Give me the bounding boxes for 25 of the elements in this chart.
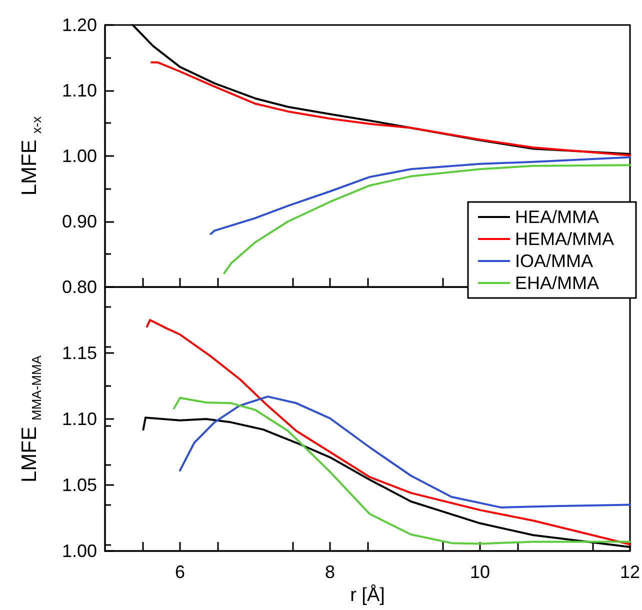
x-tick-label: 6 (174, 562, 186, 582)
y-tick-label: 1.10 (62, 80, 97, 100)
legend-label: HEMA/MMA (515, 229, 614, 249)
y-axis-title: LMFEMMA-MMA (18, 355, 44, 482)
line-series (179, 396, 631, 508)
line-series (173, 396, 631, 545)
line-series (146, 319, 631, 546)
y-tick-label: 1.10 (62, 409, 97, 429)
x-tick-label: 8 (324, 562, 336, 582)
legend-label: HEA/MMA (515, 207, 600, 227)
y-tick-label: 1.00 (62, 541, 97, 561)
legend-label: IOA/MMA (515, 251, 594, 271)
y-tick-label: 1.00 (62, 146, 97, 166)
y-tick-label: 1.15 (62, 343, 97, 363)
y-tick-label: 0.90 (62, 212, 97, 232)
legend-label: EHA/MMA (515, 273, 600, 293)
y-tick-label: 0.80 (62, 277, 97, 297)
y-axis-title: LMFEx-x (18, 116, 44, 196)
x-tick-label: 10 (470, 562, 490, 582)
x-axis-title: r [Å] (350, 584, 385, 606)
y-tick-label: 1.05 (62, 475, 97, 495)
x-tick-label: 12 (620, 562, 640, 582)
line-series (150, 61, 631, 156)
line-series (223, 164, 631, 274)
y-tick-label: 1.20 (62, 15, 97, 35)
